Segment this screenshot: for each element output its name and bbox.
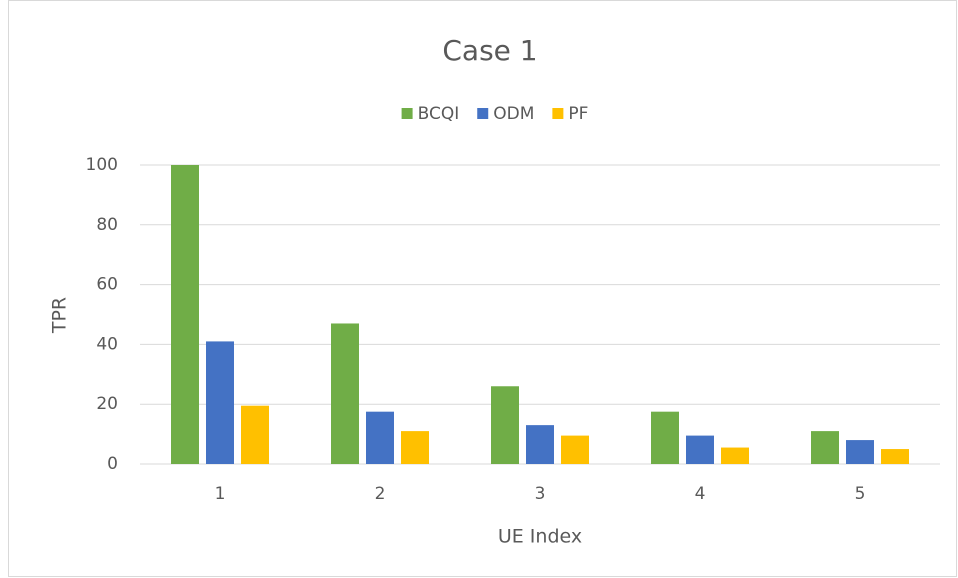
bar [881,449,909,464]
x-tick-label: 2 [375,484,386,504]
bar [331,323,359,464]
legend-swatch [477,108,489,119]
x-tick-label: 3 [535,484,546,504]
x-axis-label: UE Index [498,526,582,548]
y-tick-label: 60 [96,275,118,295]
legend-swatch [401,108,413,119]
legend-label: PF [568,104,588,124]
bar [241,405,269,464]
bar [526,425,554,464]
bar [686,435,714,464]
bar [811,431,839,464]
bar [721,447,749,464]
bar [561,435,589,464]
bar [491,386,519,464]
y-tick-label: 100 [86,155,118,175]
x-tick-label: 5 [855,484,866,504]
bar [846,440,874,464]
bar [366,411,394,464]
bar [171,165,199,464]
legend-label: BCQI [418,104,460,124]
y-tick-label: 80 [96,215,118,235]
bar [651,411,679,464]
x-tick-label: 4 [695,484,706,504]
legend-label: ODM [493,104,534,124]
bar [206,341,234,464]
bar [401,431,429,464]
legend-swatch [552,108,564,119]
y-tick-label: 20 [96,394,118,414]
y-tick-label: 0 [107,454,118,474]
y-axis-label: TPR [49,297,71,334]
x-tick-label: 1 [215,484,226,504]
chart-frame [8,0,957,577]
chart-title: Case 1 [442,34,537,67]
y-tick-label: 40 [96,334,118,354]
